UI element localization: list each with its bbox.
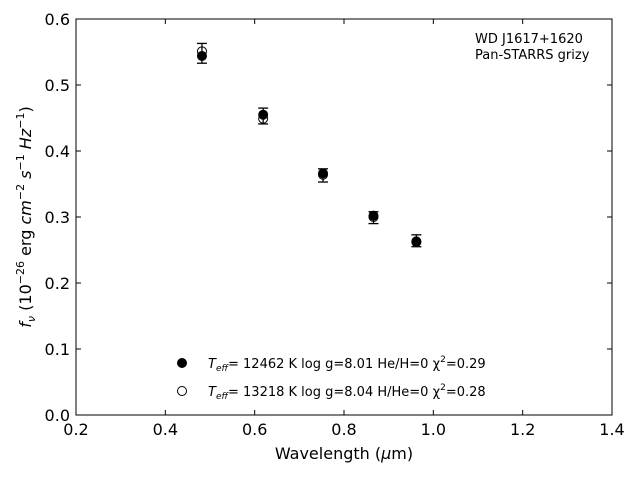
y-tick-label-2: 0.2 [45, 274, 70, 293]
y-axis-label: fν (10−26 erg cm−2 s−1 Hz−1) [14, 106, 38, 327]
x-tick-label-1: 0.4 [153, 420, 178, 439]
error-bars [196, 42, 422, 248]
legend-label-1: Teff= 12462 K log g=8.01 He/H=0 χ2=0.29 [208, 355, 486, 374]
y-tick-label-0: 0.0 [45, 406, 70, 425]
legend-label-2: Teff= 13218 K log g=8.04 H/He=0 χ2=0.28 [208, 383, 486, 402]
legend-marker-open [177, 386, 187, 396]
x-tick-label-0: 0.2 [63, 420, 88, 439]
y-tick-label-4: 0.4 [45, 142, 70, 161]
x-tick-label-2: 0.6 [242, 420, 267, 439]
point-series1-2 [318, 169, 329, 180]
plot-frame [75, 18, 613, 416]
point-series1-4 [411, 236, 422, 247]
legend: Teff= 12462 K log g=8.01 He/H=0 χ2=0.29 … [177, 355, 486, 402]
x-axis-label: Wavelength (μm) [275, 444, 413, 463]
y-tick-label-3: 0.3 [45, 208, 70, 227]
point-series1-3 [368, 212, 379, 222]
data-points [196, 46, 422, 248]
annotation-line-2: Pan-STARRS grizy [475, 48, 590, 63]
legend-marker-filled [177, 358, 187, 368]
x-tick-label-4: 1.0 [421, 420, 446, 439]
x-tick-label-3: 0.8 [331, 420, 356, 439]
point-series1-1 [258, 113, 269, 124]
point-series0-1 [258, 109, 269, 120]
point-series1-0 [196, 46, 207, 57]
x-tick-label-5: 1.2 [510, 420, 535, 439]
axis-ticks: 0.2 0.4 0.6 0.8 1.0 1.2 1.4 0.0 0.1 0.2 0.3 0.4 0.5 0… [45, 10, 625, 439]
x-tick-label-6: 1.4 [599, 420, 624, 439]
y-tick-label-6: 0.6 [45, 10, 70, 29]
y-tick-label-1: 0.1 [45, 340, 70, 359]
annotation-line-1: WD J1617+1620 [475, 32, 583, 47]
y-tick-label-5: 0.5 [45, 76, 70, 95]
